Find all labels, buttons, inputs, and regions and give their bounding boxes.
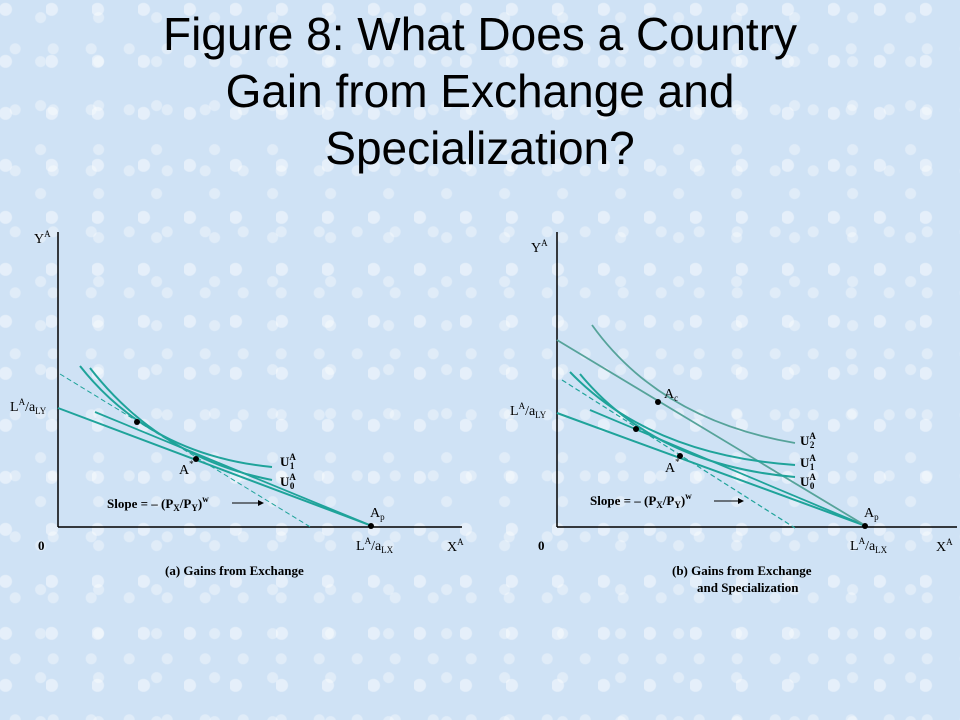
panel-b-y-intercept-label: LA/aLY (510, 401, 547, 420)
slide-title: Figure 8: What Does a Country Gain from … (40, 6, 920, 177)
panel-b-indifference-u1 (569, 371, 796, 466)
panel-a-u0-label: UA 0 (280, 472, 296, 491)
panel-b-slope-arrowhead (738, 498, 744, 504)
panel-b-ppf-line (556, 412, 867, 527)
panel-a-indifference-u0 (89, 367, 273, 481)
panel-b-autarky-point (677, 453, 683, 459)
panel-b-consumption-point (655, 399, 661, 405)
panel-a-production-label: Ap (370, 506, 385, 522)
panel-b-x-axis-label: XA (936, 537, 953, 555)
panel-a-autarky-label: A* (179, 459, 194, 478)
panel-a-production-point (368, 523, 374, 529)
panel-a-consumption-point (134, 419, 140, 425)
panel-b-autarky-label: A* (665, 457, 680, 476)
panel-a: YA XA 0 LA/aLY LA/aLX A* Ap UA 1 UA 0 Slop… (10, 229, 464, 578)
panel-b: YA XA 0 LA/aLY LA/aLX Ac A* Ap UA 2 UA 1 U… (510, 232, 957, 595)
panel-a-u1-label: UA 1 (280, 452, 296, 471)
panel-a-caption: (a) Gains from Exchange (165, 563, 304, 578)
title-line-3: Specialization? (325, 122, 635, 174)
panel-a-slope-arrowhead (258, 500, 264, 506)
panel-b-slope-label: Slope = – (PX/PY)w (590, 491, 692, 510)
panel-a-slope-label: Slope = – (PX/PY)w (107, 494, 209, 513)
panel-b-old-consumption-point (633, 426, 639, 432)
panel-b-indifference-u2 (591, 324, 796, 444)
title-line-2: Gain from Exchange and (225, 65, 735, 117)
panel-b-origin-label: 0 (538, 538, 545, 553)
panel-a-x-intercept-label: LA/aLX (356, 536, 394, 555)
panel-b-production-point (862, 523, 868, 529)
panel-a-x-axis-label: XA (447, 537, 464, 555)
panel-b-x-intercept-label: LA/aLX (850, 536, 888, 555)
panel-b-u1-label: UA 1 (800, 453, 816, 472)
panel-b-trade-line (556, 339, 867, 527)
panel-b-indifference-u0 (579, 373, 796, 478)
panel-a-y-axis-label: YA (34, 229, 51, 247)
panel-b-u2-label: UA 2 (800, 431, 816, 450)
panel-a-origin-label: 0 (38, 538, 45, 553)
panel-b-y-axis-label: YA (531, 238, 548, 256)
panel-b-u0-label: UA 0 (800, 472, 816, 491)
panel-b-consumption-label: Ac (664, 387, 678, 403)
panel-b-autarky-price-line (589, 409, 867, 527)
panel-a-ppf-line (57, 407, 373, 527)
panel-b-production-label: Ap (864, 506, 879, 522)
panel-a-y-intercept-label: LA/aLY (10, 397, 47, 416)
panel-a-autarky-point (193, 456, 199, 462)
panel-b-caption-line-1: (b) Gains from Exchange (672, 563, 812, 578)
title-line-1: Figure 8: What Does a Country (162, 8, 798, 60)
panel-b-caption-line-2: and Specialization (697, 580, 799, 595)
